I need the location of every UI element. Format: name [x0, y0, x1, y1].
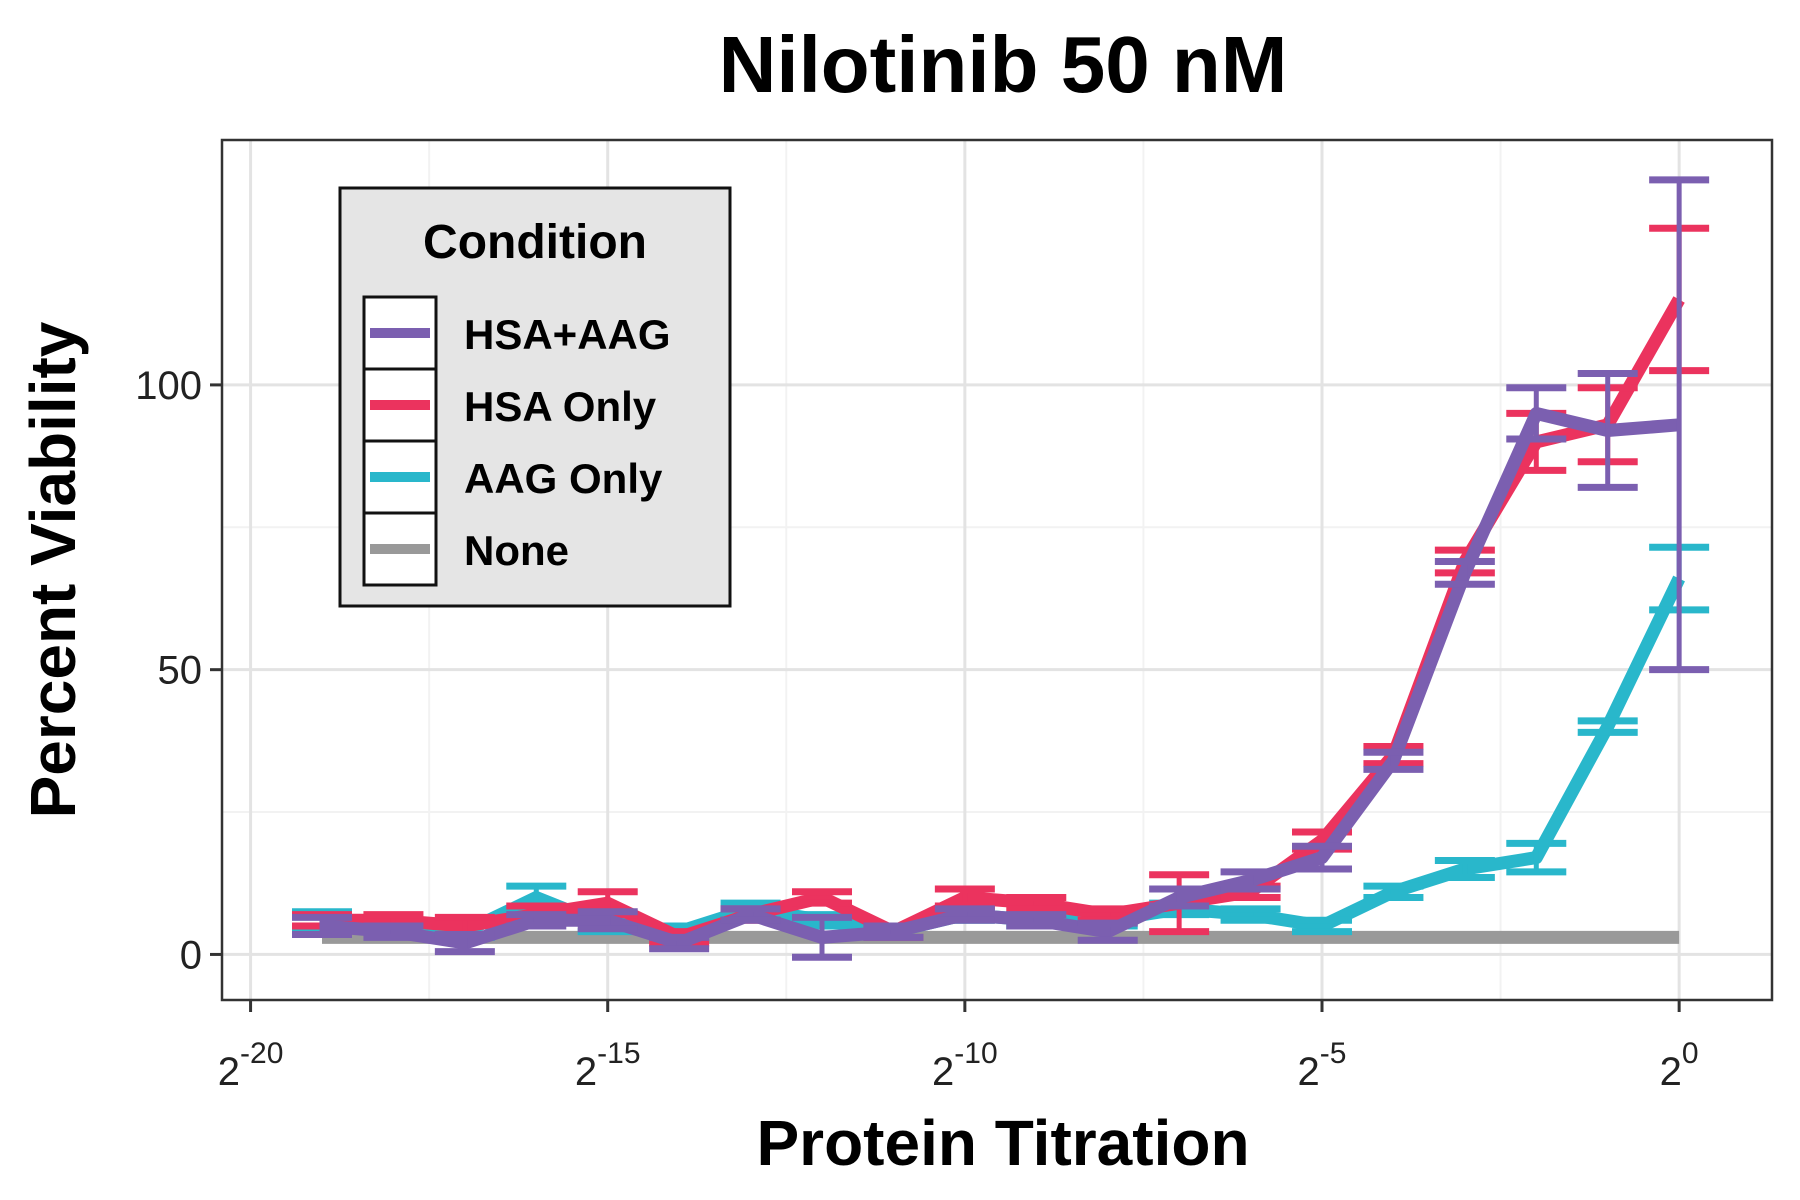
x-tick-label: 2-5 [1298, 1037, 1347, 1094]
legend-item-hsa-only: HSA Only [362, 367, 657, 443]
x-tick-label: 20 [1660, 1037, 1699, 1094]
legend-item-hsa-aag: HSA+AAG [362, 295, 671, 371]
x-tick-label: 2-20 [218, 1037, 284, 1094]
x-tick-label: 2-15 [575, 1037, 641, 1094]
legend-item-aag-only: AAG Only [362, 439, 663, 515]
series-line [321, 406, 1680, 950]
legend-items: HSA+AAG HSA Only AAG Only None [362, 295, 671, 587]
plot-border [220, 138, 1774, 1002]
y-tick-label: 100 [135, 364, 202, 408]
legend-item-none: None [362, 511, 569, 587]
y-tick-label: 50 [158, 649, 203, 693]
y-axis-title: Percent Viability [17, 321, 89, 818]
axes: 2-20 2-15 2-10 2-5 20 0 50 100 [135, 364, 1698, 1094]
y-tick-label: 0 [180, 933, 202, 977]
legend-label: HSA+AAG [464, 311, 671, 358]
x-axis-title: Protein Titration [756, 1107, 1249, 1179]
series-hsa-aag [292, 176, 1710, 961]
legend-title: Condition [423, 216, 647, 269]
legend-label: AAG Only [464, 455, 663, 502]
series-layer [292, 176, 1710, 961]
legend-label: HSA Only [464, 383, 657, 430]
x-tick-label: 2-10 [932, 1037, 998, 1094]
legend-label: None [464, 527, 569, 574]
chart-title: Nilotinib 50 nM [719, 20, 1288, 109]
legend: Condition HSA+AAG HSA Only AAG Only None [338, 186, 732, 608]
